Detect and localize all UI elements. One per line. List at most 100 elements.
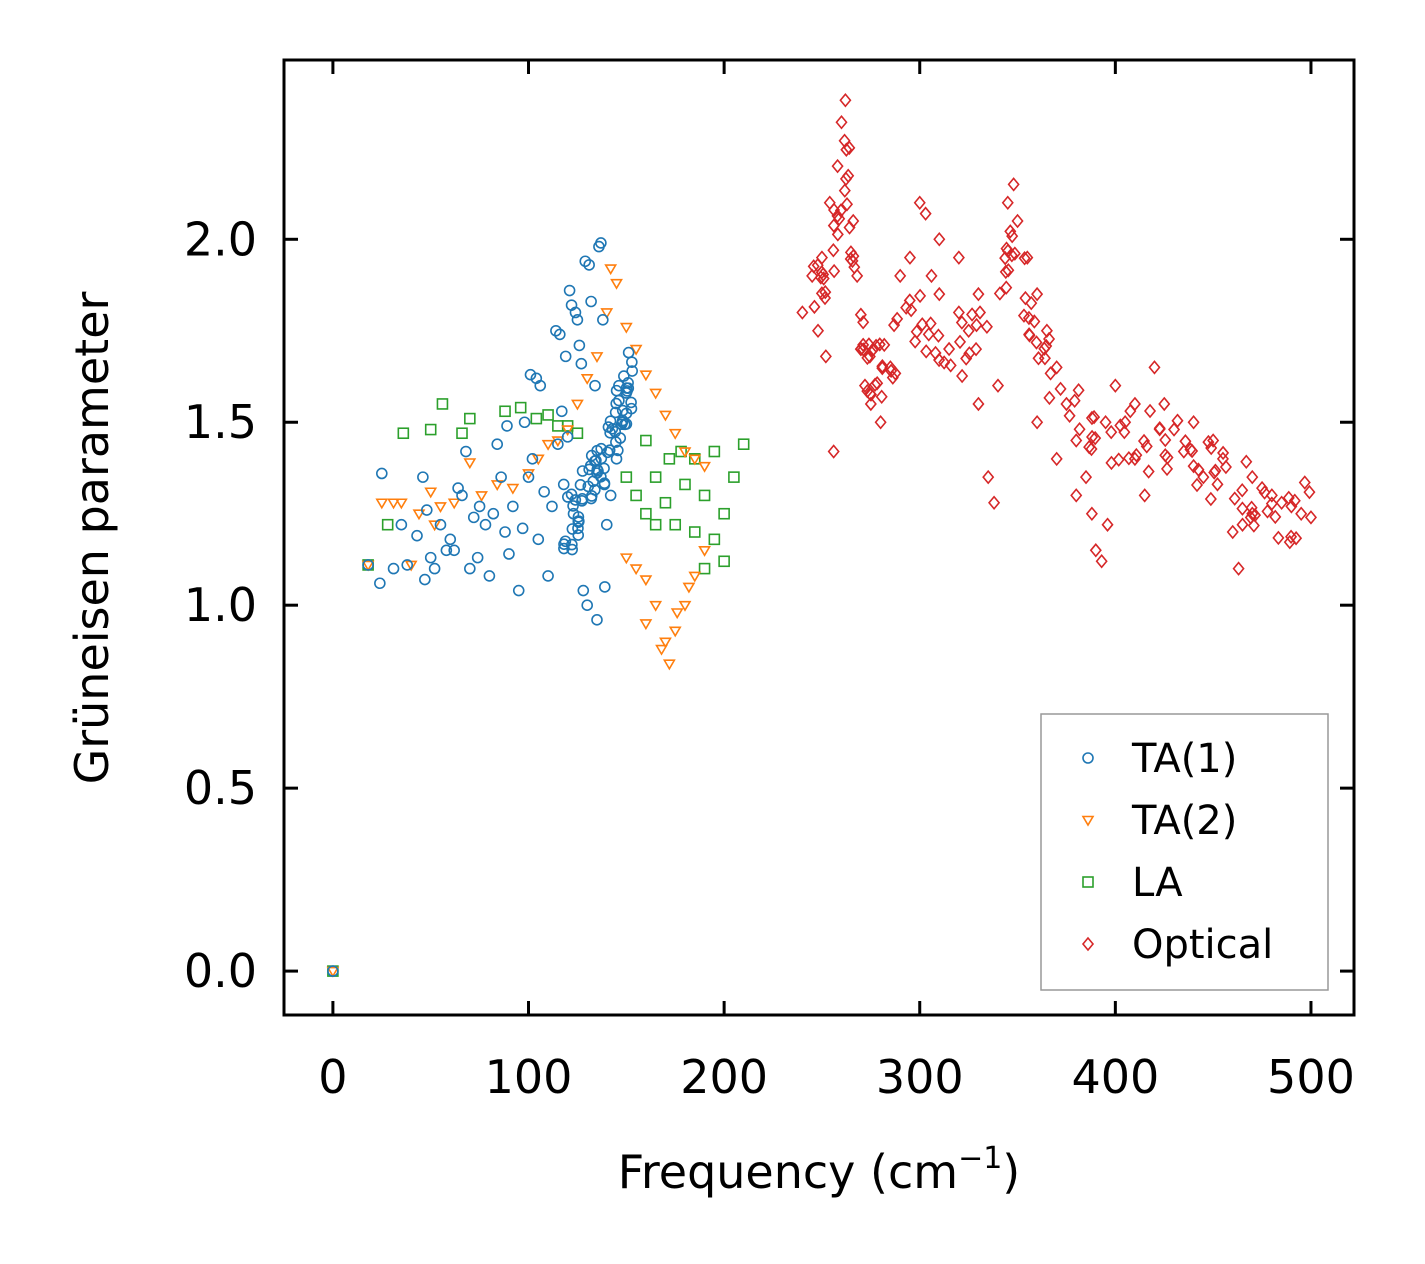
data-point <box>530 412 543 425</box>
data-point <box>495 471 507 483</box>
data-point <box>1192 462 1205 477</box>
data-point <box>679 478 691 491</box>
data-point <box>1265 496 1278 511</box>
data-point <box>381 518 394 531</box>
data-point <box>1240 454 1253 469</box>
data-point <box>1226 524 1239 540</box>
data-point <box>903 250 917 265</box>
data-point <box>475 491 488 502</box>
data-point <box>600 308 614 320</box>
data-point <box>591 463 604 476</box>
data-point <box>572 522 584 535</box>
data-point <box>1054 381 1067 397</box>
data-point <box>1144 403 1157 419</box>
data-point <box>925 268 938 284</box>
data-point <box>1070 488 1083 503</box>
data-point <box>972 396 985 412</box>
data-point <box>952 305 965 320</box>
data-point <box>542 409 554 421</box>
data-point <box>1004 224 1017 239</box>
data-point <box>905 302 918 318</box>
data-point <box>558 542 570 555</box>
data-point <box>575 357 588 370</box>
data-point <box>1187 458 1200 474</box>
data-point <box>1128 396 1141 412</box>
data-point <box>688 454 702 466</box>
data-point <box>900 300 913 315</box>
series-optical <box>796 92 1318 576</box>
data-point <box>663 453 676 465</box>
data-point <box>668 428 682 440</box>
data-point <box>417 471 429 483</box>
x-tick-label: 300 <box>876 1050 964 1104</box>
data-point <box>640 434 652 447</box>
legend-label: TA(1) <box>1131 736 1237 782</box>
data-point <box>1269 509 1282 525</box>
data-point <box>938 355 951 370</box>
data-point <box>844 251 857 267</box>
data-point <box>546 500 558 513</box>
data-point <box>585 492 598 505</box>
data-point <box>966 307 979 322</box>
data-point <box>1285 499 1298 514</box>
data-point <box>960 351 973 366</box>
legend-label: LA <box>1132 860 1183 906</box>
data-point <box>639 575 653 587</box>
data-point <box>670 608 684 620</box>
data-point <box>569 306 582 319</box>
data-point <box>376 467 388 480</box>
x-tick-label: 200 <box>680 1050 768 1104</box>
data-point <box>1050 451 1063 467</box>
data-point <box>662 659 676 671</box>
data-point <box>483 570 496 582</box>
data-point <box>566 523 579 535</box>
data-point <box>718 555 730 568</box>
data-point <box>1236 501 1249 516</box>
data-point <box>655 644 668 656</box>
data-point <box>1303 484 1316 500</box>
data-point <box>571 313 584 326</box>
data-point <box>640 507 652 520</box>
data-point <box>913 195 926 210</box>
data-point <box>1023 328 1036 343</box>
data-point <box>629 564 643 576</box>
data-point <box>1246 469 1259 485</box>
data-point <box>526 453 539 465</box>
data-point <box>1211 477 1224 492</box>
data-point <box>620 387 633 399</box>
data-point <box>571 427 584 440</box>
data-point <box>1002 263 1015 278</box>
data-point <box>649 600 663 612</box>
data-point <box>582 480 595 493</box>
data-point <box>944 358 957 373</box>
data-point <box>827 444 840 459</box>
data-point <box>1186 443 1199 459</box>
data-point <box>894 268 907 284</box>
data-point <box>1043 331 1056 347</box>
data-point <box>532 533 545 546</box>
data-point <box>988 495 1001 510</box>
data-point <box>1204 491 1217 507</box>
data-point <box>847 213 860 229</box>
data-point <box>972 286 985 302</box>
data-point <box>1006 228 1019 244</box>
data-point <box>833 211 846 226</box>
data-point <box>1025 295 1038 311</box>
data-point <box>1148 360 1161 375</box>
legend-marker-ta-2 <box>1081 815 1095 827</box>
legend-entries: TA(1) TA(2) LA Optical <box>1081 736 1273 968</box>
data-point <box>840 196 854 212</box>
y-tick-label: 1.0 <box>184 578 257 632</box>
data-point <box>1109 378 1122 393</box>
data-point <box>932 328 945 343</box>
data-point <box>864 387 878 402</box>
data-point <box>1167 422 1181 437</box>
data-point <box>839 171 853 187</box>
data-point <box>401 559 414 571</box>
data-point <box>581 599 593 611</box>
data-point <box>843 140 856 156</box>
data-point <box>649 518 662 531</box>
data-point <box>669 518 682 531</box>
data-point <box>999 264 1012 280</box>
